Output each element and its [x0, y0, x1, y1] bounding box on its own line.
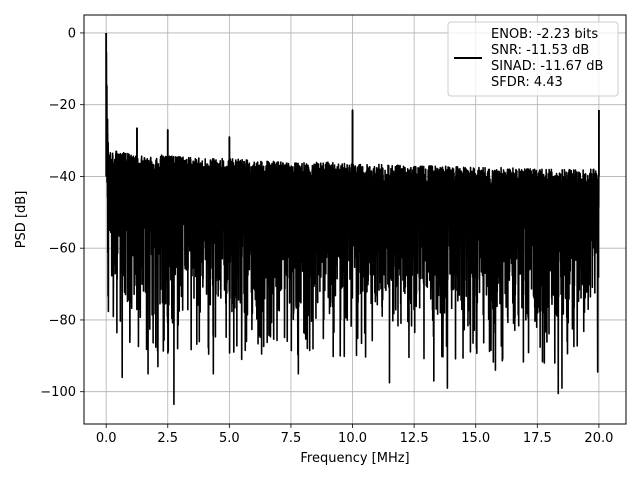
y-tick-label: −40 [49, 170, 76, 185]
x-axis-ticks: 0.0 2.5 5.0 7.5 10.0 12.5 15.0 17.5 20.0 [96, 424, 613, 446]
legend-entry-snr: SNR: -11.53 dB [491, 43, 589, 58]
y-tick-label: 0 [68, 26, 76, 41]
psd-series-line [105, 32, 600, 406]
legend-box [447, 21, 619, 97]
y-tick-label: −60 [49, 242, 76, 257]
y-axis-label: PSD [dB] [14, 191, 29, 249]
axes-frame [83, 14, 627, 425]
x-tick-label: 12.5 [400, 431, 429, 446]
x-tick-label: 7.5 [281, 431, 302, 446]
x-tick-label: 17.5 [523, 431, 552, 446]
x-tick-label: 0.0 [96, 431, 117, 446]
legend-entry-sinad: SINAD: -11.67 dB [491, 59, 603, 74]
plot-area [105, 32, 600, 406]
y-tick-label: −100 [40, 385, 76, 400]
y-tick-label: −20 [49, 98, 76, 113]
legend: ENOB: -2.23 bits SNR: -11.53 dB SINAD: -… [447, 21, 619, 97]
y-axis-ticks: 0 −20 −40 −60 −80 −100 [40, 26, 84, 400]
legend-entry-enob: ENOB: -2.23 bits [491, 27, 598, 42]
x-axis-label: Frequency [MHz] [300, 451, 409, 466]
x-tick-label: 15.0 [461, 431, 490, 446]
x-tick-label: 20.0 [584, 431, 613, 446]
y-tick-label: −80 [49, 313, 76, 328]
x-tick-label: 5.0 [219, 431, 240, 446]
legend-entry-sfdr: SFDR: 4.43 [491, 75, 563, 90]
x-tick-label: 2.5 [157, 431, 178, 446]
x-tick-label: 10.0 [338, 431, 367, 446]
